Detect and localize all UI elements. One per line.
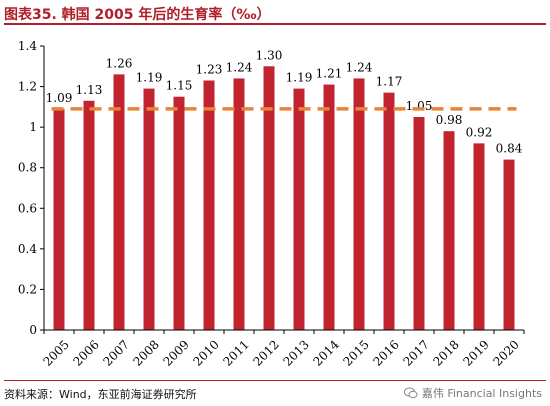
x-tick-label: 2006 [70,337,101,368]
x-tick-label: 2009 [160,337,191,368]
y-tick-label: 0.2 [18,282,37,296]
y-tick-label: 0.8 [18,161,37,175]
x-tick-label: 2011 [220,337,251,368]
bar [53,108,65,330]
source-note: 资料来源：Wind，东亚前海证券研究所 [4,388,197,401]
x-tick-label: 2012 [250,337,281,368]
x-axis: 2005200620072008200920102011201220132014… [40,329,525,369]
bar [233,78,245,330]
bar [113,74,125,331]
bar [413,117,425,330]
data-label: 0.84 [496,142,523,156]
y-axis: 0 0.2 0.4 0.6 0.8 1 1.2 1.4 [18,39,45,337]
x-tick-label: 2005 [40,337,71,368]
x-tick-label: 2018 [430,337,461,368]
x-tick-label: 2013 [280,337,311,368]
bar [353,78,365,330]
x-tick-label: 2010 [190,337,221,368]
footer-divider [4,380,546,381]
data-label: 0.98 [436,113,463,127]
watermark: 嘉伟 Financial Insights [403,385,542,401]
bar [203,80,215,330]
x-tick-label: 2015 [340,337,371,368]
data-label: 1.21 [316,67,343,81]
data-label: 1.19 [136,71,163,85]
x-tick-label: 2017 [400,337,431,368]
data-label: 1.13 [76,83,103,97]
bar [83,100,95,331]
bar [473,143,485,330]
y-tick-label: 1.2 [18,80,37,94]
bar [383,92,395,331]
data-label: 1.05 [406,99,433,113]
bar [503,159,515,330]
y-tick-label: 0 [29,323,37,337]
data-label: 1.26 [106,56,133,70]
bar [173,96,185,330]
data-labels: 1.091.131.261.191.151.23 1.241.301.19 1.21… [46,48,523,155]
data-label: 1.30 [256,48,283,62]
data-label: 0.92 [466,125,493,139]
data-label: 1.24 [226,60,253,74]
data-label: 1.24 [346,60,373,74]
x-tick-label: 2019 [460,337,491,368]
page-title: 图表35. 韩国 2005 年后的生育率（‰） [4,7,271,23]
data-label: 1.23 [196,62,223,76]
bar [293,88,305,330]
title-divider [4,23,546,25]
bar [143,88,155,330]
x-tick-label: 2014 [310,337,342,369]
bar [323,84,335,331]
x-tick-label: 2007 [100,337,131,368]
y-tick-label: 1 [29,120,37,134]
x-tick-label: 2008 [130,337,161,368]
y-tick-label: 1.4 [18,39,37,53]
wechat-icon [403,387,418,399]
x-tick-label: 2020 [490,337,521,368]
bars [53,66,515,331]
data-label: 1.09 [46,91,73,105]
y-tick-label: 0.4 [18,242,37,256]
data-label: 1.17 [376,75,403,89]
x-tick-label: 2016 [370,337,401,368]
y-tick-label: 0.6 [18,201,37,215]
data-label: 1.19 [286,71,313,85]
watermark-text: 嘉伟 Financial Insights [421,387,542,400]
bar [263,66,275,331]
bar [443,131,455,330]
data-label: 1.15 [166,79,193,93]
